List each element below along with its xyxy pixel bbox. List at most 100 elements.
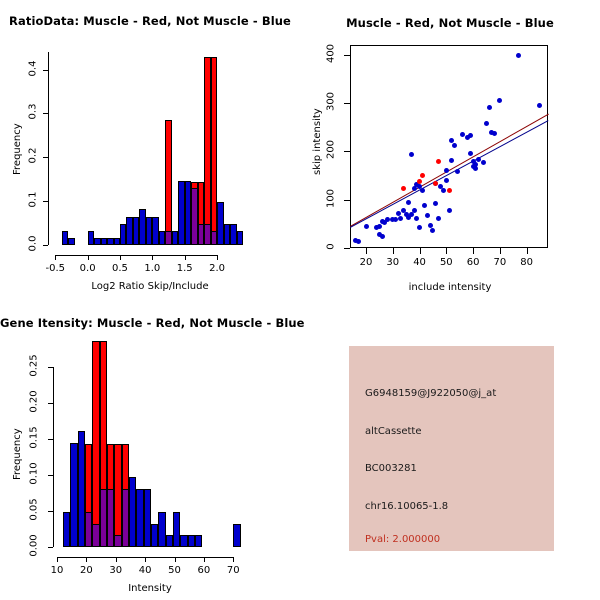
ratio-bar-blue — [126, 216, 133, 245]
scatter-point-not-muscle — [430, 227, 436, 233]
ratio-plot-title: RatioData: Muscle - Red, Not Muscle - Bl… — [9, 14, 291, 28]
scatter-point-not-muscle — [481, 160, 487, 166]
scatter-point-not-muscle — [382, 220, 388, 226]
gene-y-tick — [48, 510, 53, 512]
gene-x-tick-label: 30 — [109, 565, 123, 576]
ratio-bar-red — [165, 119, 172, 245]
scatter-x-tick — [419, 248, 421, 254]
scatter-point-not-muscle — [411, 185, 417, 191]
ratio-y-tick-label: 0.3 — [27, 103, 39, 120]
ratio-x-tick — [217, 255, 219, 260]
ratio-y-tick — [43, 245, 48, 246]
ratio-x-tick — [152, 255, 154, 260]
scatter-x-tick-label: 40 — [413, 257, 426, 268]
ratio-y-tick-label: 0.2 — [27, 147, 39, 164]
pval-text: Pval: 2.000000 — [365, 534, 441, 545]
gene-bar-blue — [180, 535, 188, 547]
scatter-point-not-muscle — [467, 150, 473, 156]
ratio-bar-overlap — [197, 223, 205, 245]
scatter-point-not-muscle — [537, 103, 543, 109]
scatter-point-not-muscle — [459, 132, 465, 138]
ratio-plot-area: 0.0 0.1 0.2 0.3 0.4 -0.5 0.0 0.5 1.0 1.5 2.0 — [0, 0, 300, 300]
ratio-x-axis — [55, 255, 218, 256]
ratio-x-tick-label: 2.0 — [209, 263, 226, 274]
scatter-point-not-muscle — [491, 131, 497, 137]
scatter-point-not-muscle — [411, 207, 417, 213]
gene-bar-blue — [143, 488, 151, 547]
scatter-point-muscle — [446, 188, 452, 194]
scatter-point-not-muscle — [516, 52, 522, 58]
scatter-x-tick — [473, 248, 475, 254]
scatter-point-not-muscle — [374, 225, 380, 231]
ratio-y-tick — [43, 113, 48, 115]
scatter-y-tick-label: 400 — [325, 43, 337, 63]
ratio-bar-red — [210, 56, 218, 245]
ratio-bar-blue — [230, 223, 237, 245]
gene-x-tick-label: 40 — [138, 565, 152, 576]
scatter-point-not-muscle — [403, 211, 409, 217]
gene-bar-blue — [233, 523, 241, 547]
scatter-x-tick — [499, 248, 501, 254]
ratio-bar-blue — [217, 202, 224, 245]
gene-x-tick-label: 50 — [168, 565, 181, 576]
gene-y-tick — [48, 366, 53, 368]
scatter-point-not-muscle — [443, 168, 449, 174]
scatter-point-not-muscle — [414, 181, 420, 187]
gene-x-tick — [57, 557, 58, 562]
scatter-point-not-muscle — [451, 143, 457, 149]
gene-bar-blue — [62, 512, 71, 547]
scatter-y-tick — [344, 199, 350, 201]
scatter-point-not-muscle — [467, 133, 473, 139]
scatter-point-not-muscle — [470, 158, 476, 164]
ratio-bar-blue — [87, 230, 95, 245]
gene-x-tick-label: 70 — [226, 565, 240, 576]
scatter-point-not-muscle — [417, 183, 423, 189]
gene-bar-overlap — [121, 488, 129, 547]
gene-x-tick — [86, 557, 88, 562]
ratio-x-axis-label: Log2 Ratio Skip/Include — [91, 281, 209, 292]
scatter-point-not-muscle — [497, 98, 503, 104]
gene-x-tick — [145, 557, 147, 562]
gene-bar-blue — [187, 535, 196, 547]
ratio-y-tick-label: 0.0 — [27, 235, 39, 252]
scatter-point-not-muscle — [392, 217, 398, 223]
locus-text: chr16.10065-1.8 — [365, 501, 449, 512]
ratio-bar-blue — [139, 209, 146, 245]
gene-y-tick-label: 0.20 — [28, 390, 40, 413]
gene-x-tick — [115, 557, 117, 562]
scatter-point-not-muscle — [435, 215, 441, 221]
scatter-point-not-muscle — [427, 223, 433, 229]
ratio-bar-blue — [223, 223, 231, 245]
scatter-point-not-muscle — [417, 225, 423, 231]
scatter-point-not-muscle — [355, 238, 361, 244]
scatter-x-tick-label: 60 — [466, 257, 480, 268]
ratio-x-tick — [55, 255, 57, 260]
gene-bar-blue — [158, 512, 166, 547]
scatter-x-tick-label: 50 — [439, 257, 453, 268]
scatter-x-axis-label: include intensity — [408, 282, 492, 293]
scatter-point-not-muscle — [414, 215, 420, 221]
scatter-y-tick-label: 0 — [325, 243, 337, 250]
annotation-panel: G6948159@J922050@j_at altCassette BC0032… — [300, 300, 600, 600]
ratio-bar-blue — [178, 180, 185, 245]
ratio-bar-blue — [171, 230, 179, 245]
ratio-bar-blue — [100, 237, 108, 245]
ratio-bar-blue — [184, 180, 192, 245]
gene-x-tick-label: 10 — [50, 565, 64, 576]
gene-x-tick — [203, 557, 205, 562]
scatter-point-muscle — [433, 180, 439, 186]
scatter-plot-area: 0 100 200 300 400 20 30 40 50 60 70 80 — [300, 0, 600, 300]
gene-bar-red — [114, 443, 122, 547]
ratio-bar-blue — [68, 237, 75, 245]
gene-y-tick — [48, 547, 53, 548]
scatter-x-tick — [366, 248, 368, 254]
ratio-y-tick-label: 0.4 — [27, 60, 39, 76]
ratio-x-tick — [184, 255, 186, 260]
scatter-x-tick-label: 80 — [520, 257, 533, 268]
gene-plot-title: Gene Itensity: Muscle - Red, Not Muscle … — [0, 316, 305, 330]
gene-bar-overlap — [92, 523, 100, 547]
scatter-point-muscle — [435, 159, 441, 165]
ratio-x-tick-label: 1.0 — [144, 263, 161, 274]
scatter-point-not-muscle — [390, 216, 396, 222]
accession-text: BC003281 — [365, 463, 417, 474]
